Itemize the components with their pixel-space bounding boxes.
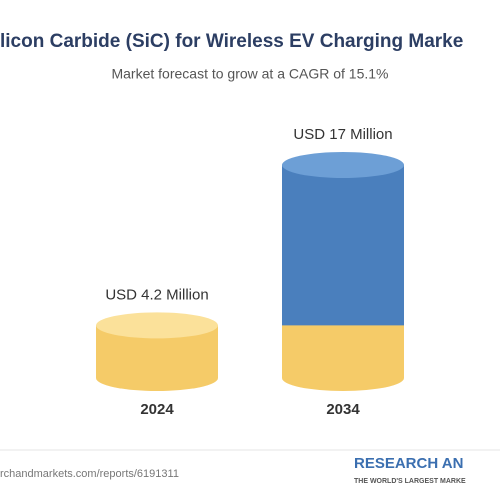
source: rchandmarkets.com/reports/6191311 <box>0 468 179 480</box>
chart-title: licon Carbide (SiC) for Wireless EV Char… <box>0 31 463 52</box>
x-tick-label: 2034 <box>326 401 360 418</box>
chart-subtitle: Market forecast to grow at a CAGR of 15.… <box>111 66 388 82</box>
value-label: USD 17 Million <box>293 126 392 143</box>
brand: RESEARCH AN <box>354 455 463 472</box>
brand-tagline: THE WORLD'S LARGEST MARKE <box>354 478 466 485</box>
cylinder-body <box>96 325 218 391</box>
cylinder-body <box>282 325 404 391</box>
value-label: USD 4.2 Million <box>105 286 208 303</box>
cylinder-top <box>282 152 404 178</box>
x-tick-label: 2024 <box>140 401 174 418</box>
cylinder-top <box>96 312 218 339</box>
cylinder-body <box>282 165 404 339</box>
